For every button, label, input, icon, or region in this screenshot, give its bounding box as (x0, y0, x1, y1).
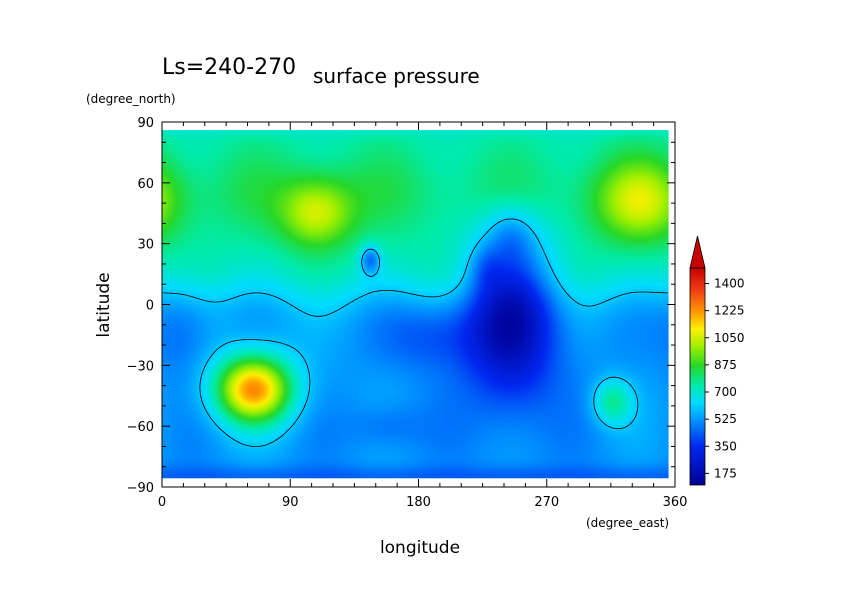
colorbar-tick-label: 875 (714, 358, 737, 372)
x-tick-label: 270 (534, 495, 559, 510)
colorbar-tick-label: 525 (714, 412, 737, 426)
colorbar: 175 350 525 700 875 1050 1225 1400 (689, 235, 745, 486)
colorbar-extend-arrow (689, 235, 706, 269)
colorbar-tick-label: 350 (714, 439, 737, 453)
y-tick-label: 90 (137, 116, 154, 131)
x-tick-label: 180 (406, 495, 431, 510)
colorbar-tick-label: 1400 (714, 277, 745, 291)
colorbar-tick-label: 175 (714, 466, 737, 480)
x-unit-label: (degree_east) (586, 516, 669, 530)
y-axis: −90 −60 −30 0 30 60 90 (127, 116, 675, 496)
y-tick-label: −30 (127, 359, 154, 374)
chart-subtitle: Ls=240-270 (162, 55, 296, 80)
x-tick-label: 360 (663, 495, 688, 510)
plot-area: 0 90 180 270 360 −90 −60 −30 0 30 60 90 (127, 116, 688, 510)
x-tick-label: 90 (282, 495, 299, 510)
chart-title: surface pressure (313, 64, 480, 88)
heatmap-field (162, 130, 669, 479)
y-axis-label: latitude (94, 272, 114, 337)
y-tick-label: 0 (146, 299, 154, 314)
colorbar-tick-label: 700 (714, 385, 737, 399)
colorbar-frame (689, 267, 706, 486)
x-axis-label: longitude (380, 538, 460, 558)
colorbar-gradient (690, 268, 705, 485)
y-tick-label: 60 (137, 177, 154, 192)
y-unit-label: (degree_north) (86, 92, 176, 106)
x-axis: 0 90 180 270 360 (158, 122, 688, 510)
colorbar-tick-label: 1050 (714, 331, 745, 345)
contour-line (163, 218, 668, 447)
y-tick-label: 30 (137, 238, 154, 253)
contour-lines (163, 218, 668, 447)
y-tick-label: −90 (127, 481, 154, 496)
y-tick-label: −60 (127, 420, 154, 435)
colorbar-tick-label: 1225 (714, 304, 745, 318)
x-tick-label: 0 (158, 495, 166, 510)
colorbar-ticks: 175 350 525 700 875 1050 1225 1400 (705, 277, 745, 480)
